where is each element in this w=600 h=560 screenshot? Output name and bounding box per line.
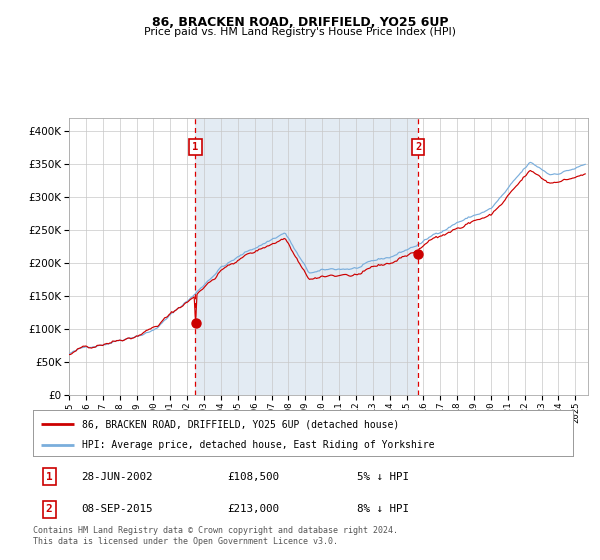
Text: 08-SEP-2015: 08-SEP-2015 — [82, 505, 153, 515]
Text: 1: 1 — [193, 142, 199, 152]
Text: 1: 1 — [46, 472, 53, 482]
Text: 28-JUN-2002: 28-JUN-2002 — [82, 472, 153, 482]
Text: Contains HM Land Registry data © Crown copyright and database right 2024.
This d: Contains HM Land Registry data © Crown c… — [33, 526, 398, 546]
Bar — [196, 118, 418, 395]
Text: 2: 2 — [415, 142, 421, 152]
Text: 86, BRACKEN ROAD, DRIFFIELD, YO25 6UP: 86, BRACKEN ROAD, DRIFFIELD, YO25 6UP — [152, 16, 448, 29]
Text: Price paid vs. HM Land Registry's House Price Index (HPI): Price paid vs. HM Land Registry's House … — [144, 27, 456, 37]
Text: £108,500: £108,500 — [227, 472, 280, 482]
Text: £213,000: £213,000 — [227, 505, 280, 515]
Text: 5% ↓ HPI: 5% ↓ HPI — [357, 472, 409, 482]
Text: 8% ↓ HPI: 8% ↓ HPI — [357, 505, 409, 515]
Text: 86, BRACKEN ROAD, DRIFFIELD, YO25 6UP (detached house): 86, BRACKEN ROAD, DRIFFIELD, YO25 6UP (d… — [82, 419, 399, 430]
Text: 2: 2 — [46, 505, 53, 515]
Text: HPI: Average price, detached house, East Riding of Yorkshire: HPI: Average price, detached house, East… — [82, 440, 434, 450]
